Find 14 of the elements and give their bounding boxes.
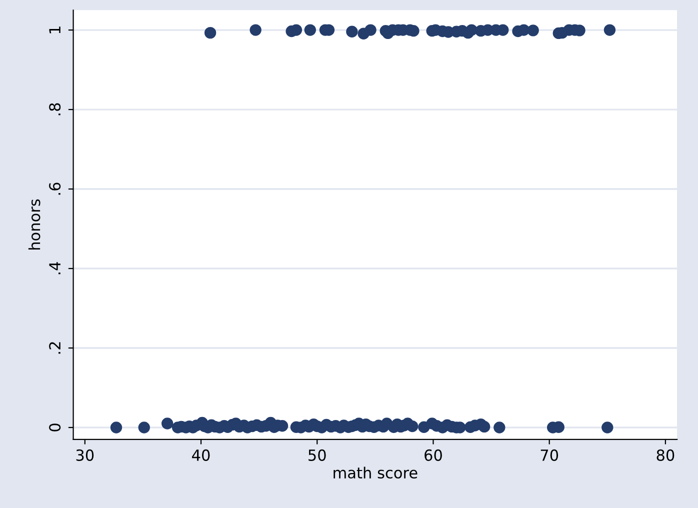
x-tick-label: 30 [76,449,94,461]
y-tick-label: .4 [49,262,60,274]
y-tick-label: .2 [49,342,60,354]
x-tick-label: 80 [656,449,674,461]
y-tick-label: .8 [49,103,61,116]
x-axis-title: math score [334,466,418,479]
y-tick-label: .6 [49,182,61,195]
y-tick-label: 1 [49,26,60,34]
x-tick-label: 50 [308,449,326,461]
x-tick-label: 60 [424,449,442,461]
x-tick-label: 40 [192,449,210,461]
y-axis-title: honors [28,199,40,250]
y-tick-label: 0 [49,424,61,432]
x-tick-label: 70 [540,449,558,461]
